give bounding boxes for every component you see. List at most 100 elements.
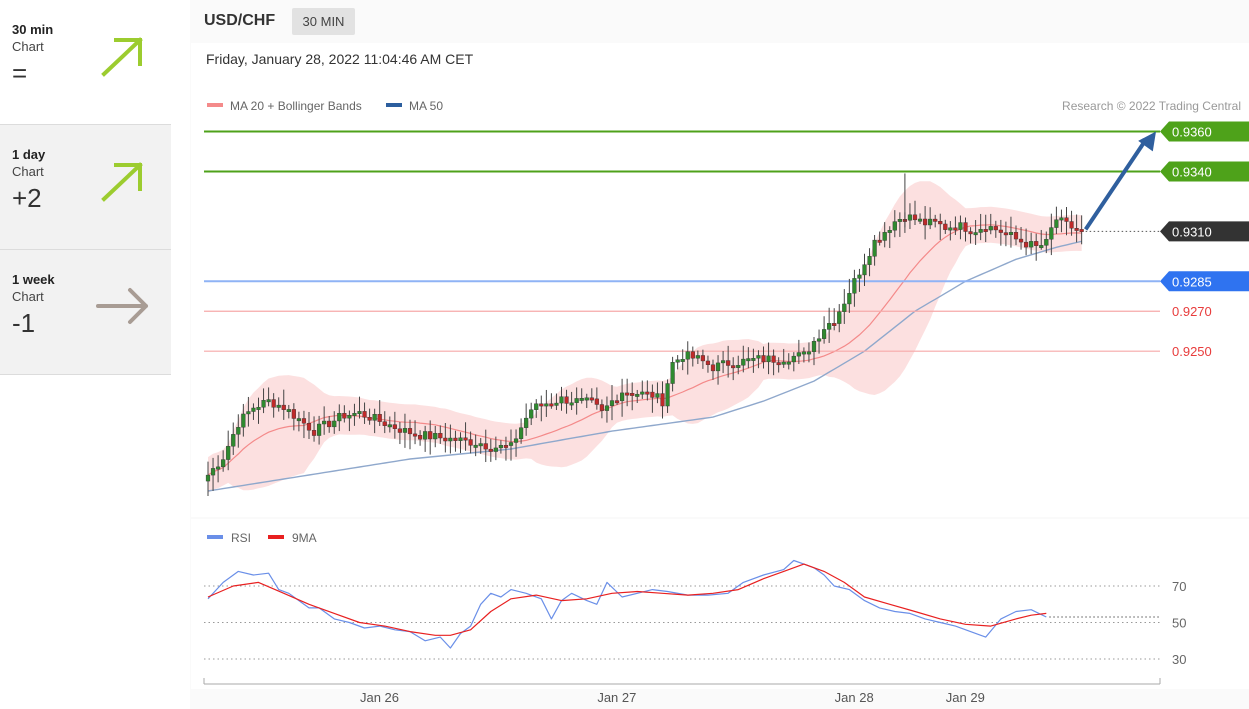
x-tick-label: Jan 29 — [946, 690, 985, 705]
candle — [412, 420, 418, 445]
candle-body — [382, 421, 387, 426]
candle-body — [488, 448, 493, 452]
candle — [236, 414, 241, 448]
candle — [438, 425, 443, 444]
candle-body — [700, 355, 705, 362]
candle — [210, 457, 216, 491]
timeframe-sub: Chart — [12, 164, 44, 179]
candle — [948, 221, 953, 241]
candle — [963, 217, 968, 242]
candle-body — [978, 229, 983, 233]
candle-body — [205, 474, 211, 482]
candle-body — [953, 227, 958, 231]
candle-body — [569, 402, 574, 406]
timeframe-1day[interactable]: 1 day Chart +2 — [0, 125, 171, 250]
candle-body — [736, 365, 741, 368]
candle-body — [458, 437, 463, 441]
price-label-text: 0.9360 — [1172, 125, 1212, 140]
candle-body — [958, 222, 963, 230]
candle-body — [301, 418, 307, 424]
candle — [877, 231, 882, 246]
candle-body — [251, 407, 256, 412]
candle — [867, 248, 872, 277]
candle-body — [912, 214, 918, 221]
candle-body — [448, 437, 453, 442]
candle — [771, 349, 776, 376]
rsi-chart-area — [191, 519, 1249, 689]
candle-body — [554, 402, 559, 406]
candle-body — [872, 239, 877, 257]
candle-body — [816, 338, 822, 342]
candle-body — [806, 351, 812, 355]
candle — [332, 411, 337, 434]
candle-body — [332, 420, 337, 428]
candle — [746, 347, 751, 369]
candle — [1034, 233, 1039, 261]
timeframe-1week[interactable]: 1 week Chart -1 — [0, 250, 171, 375]
candle — [231, 422, 236, 455]
candle — [862, 253, 867, 286]
candle — [296, 411, 301, 432]
candle-body — [786, 361, 791, 365]
candle-body — [928, 218, 933, 226]
candle-body — [660, 393, 665, 407]
candle-body — [847, 293, 852, 305]
candle-body — [741, 358, 746, 366]
candle-body — [271, 399, 276, 408]
candle — [670, 356, 675, 392]
candle-body — [938, 220, 943, 225]
timeframe-score: +2 — [12, 183, 42, 213]
candle-body — [1008, 232, 1014, 235]
candle — [897, 212, 902, 237]
candle-body — [503, 445, 509, 448]
candle — [286, 404, 291, 419]
candle-body — [362, 411, 367, 418]
ma20-line — [207, 224, 1082, 476]
candle-body — [423, 431, 428, 440]
candle — [933, 214, 938, 228]
candle-body — [544, 403, 549, 407]
candle-body — [907, 214, 913, 221]
candle — [731, 357, 736, 381]
candle-body — [882, 232, 887, 241]
candle-body — [670, 362, 675, 384]
timeframe-button[interactable]: 30 MIN — [292, 8, 355, 35]
candle-body — [322, 420, 327, 425]
candle — [261, 388, 266, 414]
candle — [806, 342, 812, 363]
timeframe-score: -1 — [12, 308, 36, 338]
candle-body — [892, 221, 897, 231]
legend-label-9ma: 9MA — [292, 531, 317, 545]
candle — [281, 389, 286, 420]
candle-body — [822, 329, 827, 339]
candle — [433, 425, 438, 448]
candle-body — [877, 239, 882, 243]
candle — [407, 419, 413, 450]
candle-body — [933, 218, 938, 222]
target-arrow-shaft — [1083, 138, 1148, 231]
candle-body — [614, 400, 620, 404]
candle-body — [215, 466, 221, 470]
candle-body — [1039, 245, 1044, 248]
candle-body — [695, 355, 700, 359]
candle — [756, 350, 761, 369]
candle — [660, 381, 665, 419]
legend-label-ma20: MA 20 + Bollinger Bands — [230, 99, 362, 113]
price-label-tag — [1160, 121, 1249, 142]
x-tick-label: Jan 26 — [360, 690, 399, 705]
target-arrow-head — [1138, 131, 1156, 152]
candle — [766, 342, 771, 375]
candle-body — [337, 412, 342, 422]
candle-body — [801, 351, 806, 355]
timeframe-30min[interactable]: 30 min Chart = — [0, 0, 171, 125]
candle-body — [599, 404, 604, 411]
candle — [584, 393, 589, 409]
candle — [892, 210, 897, 238]
candle-body — [498, 445, 503, 449]
candle — [1018, 226, 1024, 250]
candle-body — [852, 278, 857, 294]
candle-body — [751, 358, 756, 361]
candle — [266, 387, 271, 407]
rsi-9ma-line — [207, 563, 1047, 636]
candle-body — [1044, 239, 1049, 246]
